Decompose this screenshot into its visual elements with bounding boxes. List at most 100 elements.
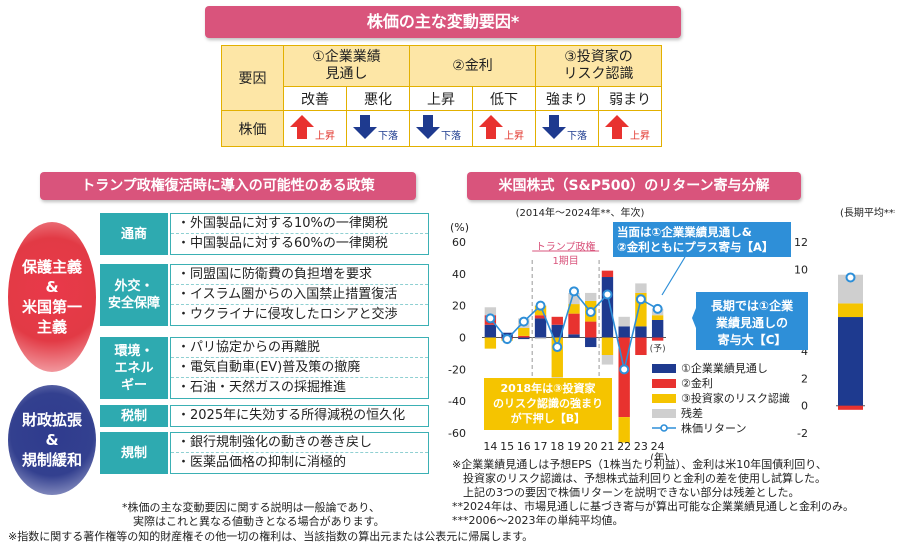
legend-label: ②金利 <box>681 376 713 390</box>
y-axis-unit: (%) <box>450 221 469 234</box>
factor-group-label: ①企業業績 <box>312 49 381 65</box>
bar-segment <box>518 335 530 338</box>
chart-note: ※企業業績見通しは予想EPS（1株当たり利益）、金利は米10年国債利回り、 <box>452 458 827 471</box>
callout-c-text: 長期では①企業 <box>711 298 794 313</box>
long-avg-segment <box>838 317 863 406</box>
chart-note: ***2006～2023年の単純平均値。 <box>452 514 624 527</box>
x-tick-label: 24 <box>651 440 665 453</box>
bar-segment <box>534 315 547 319</box>
policy-category-label: 環境・ <box>114 343 154 359</box>
y-tick-label: -40 <box>448 395 466 408</box>
policy-category-label: エネル <box>114 360 154 376</box>
legend-label: 株価リターン <box>681 421 746 435</box>
bar-segment <box>651 315 664 320</box>
policy-item: ・イスラム圏からの入国禁止措置復活 <box>171 285 428 305</box>
policy-item-list: ・銀行規制強化の動きの巻き戻し・医薬品価格の抑制に消極的 <box>170 432 429 474</box>
price-effect: 上昇 <box>283 110 347 147</box>
chart-note: 投資家のリスク認識は、予想株式益利回りと金利の差を使用し試算した。 <box>452 472 826 485</box>
bar-segment <box>601 337 614 356</box>
bar-segment <box>568 313 580 335</box>
long-avg-return-point <box>845 272 856 283</box>
chart-title: 米国株式（S&P500）のリターン寄与分解 <box>467 172 801 200</box>
long-avg-segment <box>838 405 863 410</box>
x-tick-label: 18 <box>550 440 564 453</box>
y-tick-label: 40 <box>452 268 466 281</box>
legend-swatch <box>652 364 676 373</box>
policy-category: 環境・ エネル ギー <box>100 337 168 399</box>
x-tick-label: 21 <box>600 440 614 453</box>
arrow-down-icon <box>353 114 377 139</box>
bar-segment <box>618 316 630 327</box>
x-tick-label: 19 <box>567 440 581 453</box>
price-effect-label: 下落 <box>378 130 398 142</box>
price-effect-label: 下落 <box>441 130 461 142</box>
return-point <box>619 364 630 375</box>
bar-segment <box>585 337 597 348</box>
return-point <box>602 289 613 300</box>
policy-category-label: 通商 <box>120 226 147 242</box>
callout-b-text: が下押し【B】 <box>511 411 585 425</box>
footnote: 実際はこれと異なる値動きとなる場合があります。 <box>122 515 385 528</box>
x-tick-label: 15 <box>500 440 514 453</box>
callout-a-text: 当面は①企業業績見通し& <box>617 225 752 239</box>
return-point <box>518 316 529 327</box>
bar-segment <box>618 326 630 338</box>
callout-b-box <box>484 378 612 430</box>
arrow-up-icon <box>479 114 503 139</box>
chart-subtitle: (2014年～2024年**、年次) <box>516 206 645 219</box>
return-point <box>552 342 563 353</box>
arrow-down-icon <box>416 114 440 139</box>
x-tick-label: 20 <box>584 440 598 453</box>
return-point <box>502 334 513 345</box>
factor-group-label: ③投資家の <box>564 49 633 65</box>
return-point <box>635 294 646 305</box>
bar-segment <box>635 292 647 327</box>
legend-label: ①企業業績見通し <box>681 361 768 375</box>
policy-item: ・石油・天然ガスの採掘推進 <box>177 380 347 395</box>
y-right-unit: (長期平均***) <box>840 207 895 219</box>
bar-segment <box>601 277 614 338</box>
policy-item: ・銀行規制強化の動きの巻き戻し <box>171 433 428 453</box>
period-label: 1期目 <box>552 255 578 267</box>
price-effect: 下落 <box>346 110 410 147</box>
callout-b-text: のリスク認識の強まり <box>493 396 603 410</box>
legend-swatch <box>652 409 676 418</box>
policy-item: ・医薬品価格の抑制に消極的 <box>177 455 347 470</box>
y-right-tick-label: 0 <box>801 400 808 413</box>
policy-category: 通商 <box>100 213 168 255</box>
footnote: ※指数に関する著作権等の知的財産権その他一切の権利は、当該指数の算出元または公表… <box>8 530 534 543</box>
policy-item: ・ウクライナに侵攻したロシアと交渉 <box>177 307 398 322</box>
y-right-tick-label: 2 <box>801 372 808 385</box>
legend-swatch <box>652 379 676 388</box>
policy-item: ・同盟国に防衛費の負担増を要求 <box>171 265 428 285</box>
bar-segment <box>601 270 614 278</box>
price-effect: 上昇 <box>472 110 536 147</box>
price-effect: 下落 <box>535 110 599 147</box>
circle-label: 規制緩和 <box>21 451 82 469</box>
circle-label: & <box>45 278 59 296</box>
policy-category: 外交・ 安全保障 <box>100 264 168 326</box>
circle-label: 財政拡張 <box>21 411 82 429</box>
circle-label: 米国第一 <box>21 298 82 316</box>
bar-segment <box>601 355 614 365</box>
arrow-up-icon <box>605 114 629 139</box>
bar-segment <box>618 337 630 418</box>
factor-condition: 弱まり <box>598 86 662 111</box>
factor-group-3: ③投資家の リスク認識 <box>535 45 662 87</box>
policy-category-label: 規制 <box>120 445 147 461</box>
callout-c-text: 寄与大【C】 <box>718 332 787 347</box>
policy-item-list: ・同盟国に防衛費の負担増を要求 ・イスラム圏からの入国禁止措置復活・ウクライナに侵… <box>170 264 429 326</box>
circle-label: 保護主義 <box>21 258 82 276</box>
y-right-tick-label: 10 <box>794 263 808 276</box>
callout-a-box <box>613 222 791 257</box>
policy-category-label: 外交・ <box>114 279 154 294</box>
protectionism-circle: 保護主義 & 米国第一 主義 <box>8 222 96 372</box>
price-row-label: 株価 <box>221 110 284 147</box>
policy-item: ・外国製品に対する10%の一律関税 <box>171 214 428 234</box>
y-tick-label: 20 <box>452 300 466 313</box>
forecast-label: (予) <box>650 344 666 355</box>
return-point <box>585 307 596 318</box>
bar-segment <box>568 292 580 305</box>
factor-group-1: ①企業業績 見通し <box>283 45 410 87</box>
return-point <box>485 313 496 324</box>
